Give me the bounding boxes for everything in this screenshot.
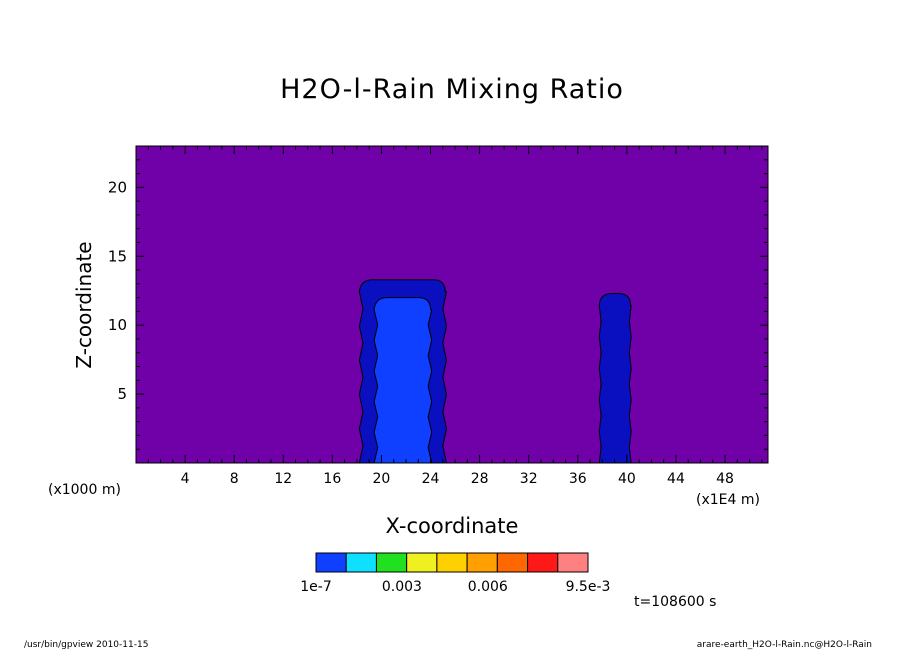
colorbar-swatch bbox=[375, 552, 408, 573]
plot-background bbox=[136, 146, 768, 463]
x-tick-label: 4 bbox=[181, 471, 190, 487]
colorbar-swatch bbox=[527, 552, 559, 573]
colorbar-swatch bbox=[315, 552, 347, 573]
x-tick-label: 40 bbox=[618, 471, 636, 487]
contour-features bbox=[358, 279, 632, 464]
plot-frame bbox=[135, 145, 769, 464]
colorbar-label: 0.006 bbox=[468, 579, 508, 595]
colorbar-swatch bbox=[557, 552, 589, 573]
x-tick-label: 32 bbox=[520, 471, 538, 487]
y-tick-label: 10 bbox=[108, 316, 127, 334]
colorbar-label: 1e-7 bbox=[300, 579, 331, 595]
rain-column-2 bbox=[598, 292, 632, 464]
footer-right: arare-earth_H2O-l-Rain.nc@H2O-l-Rain bbox=[696, 640, 872, 650]
y-tick-label: 5 bbox=[117, 385, 127, 403]
colorbar-swatch bbox=[436, 552, 468, 573]
x-axis-unit-left: (x1000 m) bbox=[48, 482, 121, 498]
colorbar-swatch bbox=[345, 552, 377, 573]
y-axis-label: Z-coordinate bbox=[72, 241, 96, 369]
chart-title: H2O-l-Rain Mixing Ratio bbox=[280, 74, 624, 105]
rain-column-1-inner bbox=[373, 297, 433, 464]
x-tick-label: 48 bbox=[716, 471, 734, 487]
colorbar-swatch bbox=[466, 552, 498, 573]
footer-left: /usr/bin/gpview 2010-11-15 bbox=[24, 640, 149, 650]
x-tick-label: 44 bbox=[667, 471, 685, 487]
x-tick-label: 24 bbox=[422, 471, 440, 487]
colorbar-swatch bbox=[496, 552, 529, 573]
y-tick-label: 20 bbox=[108, 178, 127, 196]
x-tick-label: 20 bbox=[373, 471, 391, 487]
x-axis-unit-right: (x1E4 m) bbox=[696, 492, 760, 508]
x-tick-label: 12 bbox=[274, 471, 292, 487]
colorbar-label: 9.5e-3 bbox=[566, 579, 611, 595]
x-axis-label: X-coordinate bbox=[385, 514, 519, 538]
colorbar: 1e-7 0.003 0.006 9.5e-3 bbox=[300, 552, 611, 595]
x-tick-label: 28 bbox=[471, 471, 489, 487]
colorbar-label: 0.003 bbox=[382, 579, 422, 595]
x-tick-label: 36 bbox=[569, 471, 587, 487]
colorbar-swatch bbox=[406, 552, 438, 573]
x-tick-label: 8 bbox=[230, 471, 239, 487]
time-label: t=108600 s bbox=[634, 594, 717, 610]
y-tick-label: 15 bbox=[108, 247, 127, 265]
x-tick-label: 16 bbox=[323, 471, 341, 487]
